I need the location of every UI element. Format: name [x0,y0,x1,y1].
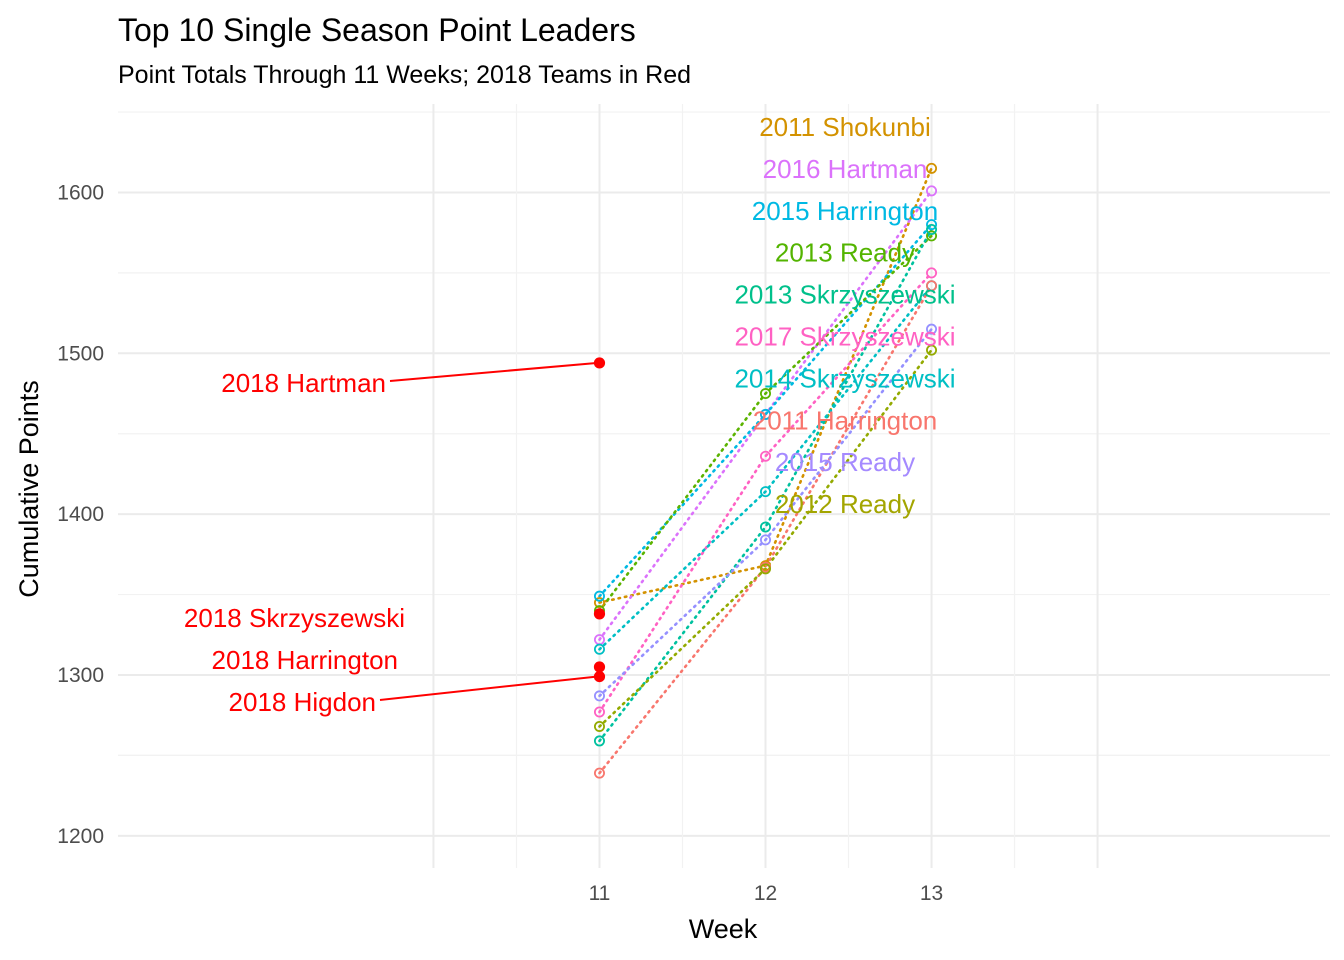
chart-title: Top 10 Single Season Point Leaders [118,12,636,48]
data-point [926,185,938,197]
series-name-label: 2014 Skrzyszewski [734,363,955,393]
y-tick-labels: 1200 1300 1400 1500 1600 [57,181,104,847]
data-point [760,534,772,546]
series-name-label: 2011 Shokunbi [759,112,931,142]
data-point [593,767,605,779]
series-line [598,234,933,612]
series-line [598,327,933,698]
data-point [926,219,938,231]
data-point [760,388,772,400]
series-line [598,348,933,728]
data-point [593,597,605,609]
data-point [926,162,938,174]
data-point [760,450,772,462]
data-point [926,223,938,235]
series-lines [598,167,933,775]
current-team-point [593,608,606,620]
y-tick-label: 1500 [57,342,104,365]
series-name-label: 2017 Skrzyszewski [734,322,955,352]
y-axis-title: Cumulative Points [14,380,44,598]
series-points [593,162,938,779]
data-point [926,323,938,335]
label-leader-line [379,675,597,701]
x-axis-title: Week [689,914,758,944]
current-team-point [593,357,606,369]
data-point [926,280,938,292]
data-point [593,690,605,702]
series-name-label: 2013 Ready [775,238,915,268]
current-team-point [593,661,606,673]
series-name-label: 2013 Skrzyszewski [734,280,955,310]
x-tick-label: 13 [920,882,943,905]
y-tick-label: 1600 [57,181,104,204]
data-point [593,735,605,747]
current-team-label: 2018 Harrington [212,645,398,675]
x-tick-label: 11 [589,882,611,905]
series-line [598,284,933,651]
data-point [926,267,938,279]
y-tick-label: 1400 [57,503,104,526]
data-point [926,344,938,356]
data-point [593,706,605,718]
label-leader-line [389,361,597,382]
current-team-label: 2018 Skrzyszewski [184,603,405,633]
current-team-label: 2018 Hartman [221,368,386,398]
x-tick-labels: 11 12 13 [589,882,944,905]
current-team-point [593,670,606,683]
data-point [760,563,772,575]
series-name-label: 2012 Ready [775,489,915,519]
series-line [598,271,933,714]
current-teams: 2018 Hartman 2018 Skrzyszewski 2018 Harrin… [184,357,606,717]
data-point [593,643,605,655]
data-point [760,486,772,498]
y-tick-label: 1300 [57,664,104,687]
series-name-label: 2015 Ready [775,447,915,477]
x-tick-label: 12 [754,882,777,905]
series-name-label: 2011 Harrington [753,405,938,435]
series-name-label: 2016 Hartman [763,154,928,184]
y-tick-label: 1200 [57,825,104,848]
data-point [926,230,938,242]
series-line [598,228,933,743]
series-legend: 2011 Shokunbi 2016 Hartman 2015 Harrington… [734,112,955,519]
series-line [598,223,933,598]
current-team-label: 2018 Higdon [229,687,376,717]
data-point [593,720,605,732]
gridlines [118,104,1330,868]
data-point [593,590,605,602]
chart-subtitle: Point Totals Through 11 Weeks; 2018 Team… [118,61,691,89]
series-line [598,284,933,775]
series-name-label: 2015 Harrington [752,196,938,226]
data-point [760,521,772,533]
data-point [760,408,772,420]
